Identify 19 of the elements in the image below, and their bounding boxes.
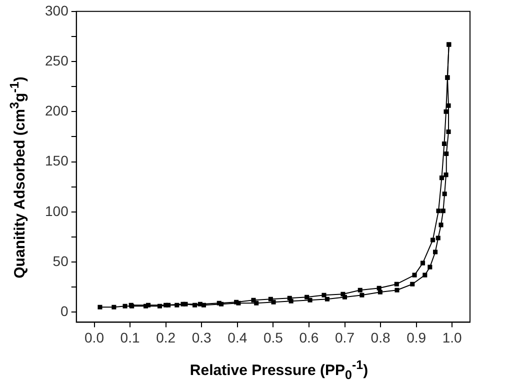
x-tick-label: 0.8 — [370, 329, 390, 346]
y-tick-label: 300 — [45, 2, 69, 18]
y-tick-label: 250 — [45, 52, 69, 68]
x-tick-label: 0.5 — [263, 329, 284, 346]
y-tick-label: 50 — [52, 252, 69, 269]
x-tick-label: 0.1 — [120, 329, 140, 346]
x-tick-label: 0.2 — [156, 329, 176, 346]
x-tick-label: 1.0 — [442, 329, 462, 346]
y-tick-label: 100 — [45, 202, 69, 219]
x-tick-label: 0.3 — [192, 329, 212, 346]
x-axis-title: Relative Pressure (PP$_{0}$$^{-1}$) — [188, 358, 370, 382]
x-tick-label: 0.6 — [299, 329, 319, 346]
x-tick-label: 0.0 — [84, 329, 104, 346]
y-tick-label: 150 — [45, 152, 69, 169]
y-tick-label: 0 — [60, 303, 69, 320]
x-tick-label: 0.7 — [335, 329, 355, 346]
y-tick-label: 200 — [45, 102, 69, 119]
x-tick-label: 0.4 — [228, 329, 248, 346]
x-tick-label: 0.9 — [406, 329, 426, 346]
